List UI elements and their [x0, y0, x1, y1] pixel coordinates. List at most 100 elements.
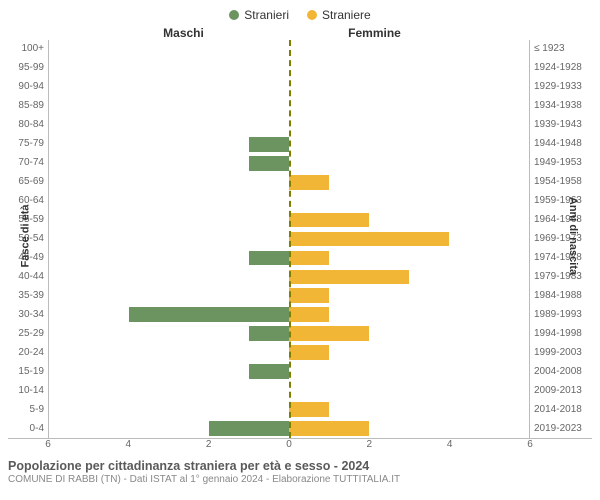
bar-half-male — [49, 78, 289, 97]
bar-half-male — [49, 173, 289, 192]
bar-female — [289, 307, 329, 322]
y-right-label: 1999-2003 — [534, 343, 582, 362]
x-tick: 6 — [45, 439, 51, 450]
y-right-label: 1944-1948 — [534, 135, 582, 154]
bar-half-male — [49, 362, 289, 381]
bar-male — [249, 326, 289, 341]
y-right-label: 2014-2018 — [534, 400, 582, 419]
bar-female — [289, 232, 449, 247]
bar-half-female — [289, 230, 529, 249]
y-left-label: 100+ — [21, 40, 44, 59]
y-right-label: 2009-2013 — [534, 381, 582, 400]
y-right-label: 2004-2008 — [534, 362, 582, 381]
bar-female — [289, 251, 329, 266]
legend-item-male: Stranieri — [229, 8, 289, 22]
bar-half-male — [49, 154, 289, 173]
y-left-label: 75-79 — [18, 135, 44, 154]
y-right-label: 1954-1958 — [534, 173, 582, 192]
bar-male — [209, 421, 289, 436]
header-female: Femmine — [279, 26, 530, 40]
bar-male — [249, 251, 289, 266]
bar-female — [289, 270, 409, 285]
bar-half-female — [289, 419, 529, 438]
x-tick: 4 — [126, 439, 132, 450]
bar-half-male — [49, 97, 289, 116]
x-axis-ticks: 6420246 — [48, 439, 530, 453]
bar-female — [289, 175, 329, 190]
bar-half-female — [289, 135, 529, 154]
bar-half-male — [49, 59, 289, 78]
legend-label-female: Straniere — [322, 8, 371, 22]
y-left-label: 40-44 — [18, 267, 44, 286]
y-left-label: 5-9 — [30, 400, 44, 419]
bar-half-female — [289, 324, 529, 343]
bar-half-female — [289, 116, 529, 135]
x-axis: 6420246 — [8, 438, 592, 453]
y-right-label: 1984-1988 — [534, 286, 582, 305]
bar-half-female — [289, 59, 529, 78]
y-left-label: 35-39 — [18, 286, 44, 305]
legend: Stranieri Straniere — [8, 8, 592, 22]
bar-female — [289, 213, 369, 228]
y-left-label: 95-99 — [18, 59, 44, 78]
bar-half-male — [49, 211, 289, 230]
y-right-label: 1929-1933 — [534, 78, 582, 97]
y-right-label: 1994-1998 — [534, 324, 582, 343]
bar-half-male — [49, 248, 289, 267]
y-right-label: 1924-1928 — [534, 59, 582, 78]
y-right-label: 1939-1943 — [534, 116, 582, 135]
bar-half-male — [49, 135, 289, 154]
y-left-label: 15-19 — [18, 362, 44, 381]
y-left-label: 20-24 — [18, 343, 44, 362]
x-tick: 6 — [527, 439, 533, 450]
bar-male — [249, 137, 289, 152]
chart-area: 100+95-9990-9485-8980-8475-7970-7465-696… — [8, 40, 592, 438]
y-right-label: 2019-2023 — [534, 419, 582, 438]
legend-item-female: Straniere — [307, 8, 371, 22]
legend-swatch-male — [229, 10, 239, 20]
bar-female — [289, 345, 329, 360]
bar-half-female — [289, 400, 529, 419]
column-headers: Maschi Femmine — [8, 26, 592, 40]
bar-half-male — [49, 400, 289, 419]
bar-half-female — [289, 192, 529, 211]
y-left-label: 0-4 — [30, 419, 44, 438]
x-tick: 2 — [367, 439, 373, 450]
y-left-label: 10-14 — [18, 381, 44, 400]
bar-half-female — [289, 381, 529, 400]
centerline — [289, 40, 291, 438]
bar-half-male — [49, 116, 289, 135]
header-male: Maschi — [48, 26, 279, 40]
bar-male — [129, 307, 289, 322]
bar-female — [289, 326, 369, 341]
bar-half-male — [49, 286, 289, 305]
y-right-label: 1949-1953 — [534, 154, 582, 173]
bar-half-male — [49, 192, 289, 211]
y-right-label: 1934-1938 — [534, 97, 582, 116]
y-right-label: ≤ 1923 — [534, 40, 565, 59]
bar-half-male — [49, 305, 289, 324]
bar-half-female — [289, 40, 529, 59]
bar-half-female — [289, 173, 529, 192]
y-left-label: 90-94 — [18, 78, 44, 97]
x-tick: 4 — [447, 439, 453, 450]
bar-half-male — [49, 419, 289, 438]
bar-half-female — [289, 267, 529, 286]
chart-title: Popolazione per cittadinanza straniera p… — [8, 459, 592, 473]
bar-half-female — [289, 97, 529, 116]
bar-half-female — [289, 248, 529, 267]
bar-female — [289, 421, 369, 436]
bar-male — [249, 156, 289, 171]
y-left-label: 85-89 — [18, 97, 44, 116]
bar-female — [289, 402, 329, 417]
y-right-label: 1989-1993 — [534, 305, 582, 324]
bar-half-male — [49, 40, 289, 59]
bar-half-female — [289, 343, 529, 362]
bar-half-male — [49, 230, 289, 249]
chart-subtitle: COMUNE DI RABBI (TN) - Dati ISTAT al 1° … — [8, 474, 592, 485]
y-axis-title-left: Fasce di età — [19, 205, 31, 268]
y-left-label: 25-29 — [18, 324, 44, 343]
y-axis-right: ≤ 19231924-19281929-19331934-19381939-19… — [530, 40, 592, 438]
x-tick: 0 — [286, 439, 292, 450]
y-left-label: 65-69 — [18, 173, 44, 192]
